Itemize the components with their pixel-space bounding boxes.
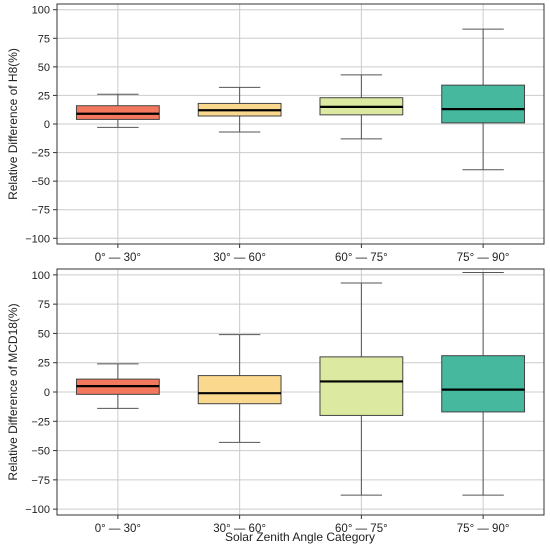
h8-box-1: [197, 86, 282, 133]
y-tick-label: 100: [32, 5, 50, 17]
mcd18-box-0: [75, 363, 160, 409]
mcd18-box-2: [319, 282, 404, 496]
h8-box-2: [319, 74, 404, 140]
h8-box-0: [75, 93, 160, 128]
x-tick-label: 75° — 90°: [457, 523, 510, 535]
y-tick-label: −75: [31, 205, 50, 217]
mcd18-box-1: [197, 334, 282, 443]
y-tick-label: −50: [31, 446, 50, 458]
x-tick-label: 0° — 30°: [95, 523, 141, 535]
mcd18-boxplot-panel: 100 75 50 25 0 −25 −50 −75 −100 0° — 30° 30° — 60°…: [6, 268, 545, 535]
y-axis-label: Relative Difference of MCD18(%): [6, 303, 20, 480]
x-tick-label: 75° — 90°: [457, 252, 510, 264]
y-tick-label: 50: [38, 328, 50, 340]
y-tick-label: 25: [38, 358, 50, 370]
iqr-box: [197, 375, 282, 405]
mcd18-box-3: [441, 272, 526, 496]
iqr-box: [319, 356, 404, 416]
x-tick-label: 30° — 60°: [213, 252, 266, 264]
x-tick-label: 0° — 30°: [95, 252, 141, 264]
x-axis-label: Solar Zenith Angle Category: [225, 530, 375, 544]
iqr-box: [75, 105, 160, 120]
y-axis-label: Relative Difference of H8(%): [6, 48, 20, 200]
y-tick-label: 25: [38, 90, 50, 102]
h8-box-3: [441, 28, 526, 171]
y-tick-label: 0: [44, 387, 50, 399]
x-tick-label: 30° — 60°: [213, 523, 266, 535]
y-tick-label: 75: [38, 33, 50, 45]
y-tick-label: −100: [25, 233, 50, 245]
y-tick-label: 100: [32, 270, 50, 282]
x-tick-label: 60° — 75°: [335, 523, 388, 535]
y-tick-label: 0: [44, 119, 50, 131]
y-tick-label: −50: [31, 176, 50, 188]
y-tick-label: −25: [31, 416, 50, 428]
y-tick-label: 75: [38, 299, 50, 311]
x-tick-label: 60° — 75°: [335, 252, 388, 264]
iqr-box: [441, 84, 526, 124]
y-tick-label: −25: [31, 148, 50, 160]
y-tick-label: −75: [31, 475, 50, 487]
iqr-box: [441, 355, 526, 413]
axes-frame: [56, 3, 545, 245]
axes-frame: [56, 268, 545, 516]
y-tick-label: −100: [25, 504, 50, 516]
h8-boxplot-panel: 100 75 50 25 0 −25 −50 −75 −100 0° — 30° 30° — 60°…: [6, 3, 545, 264]
y-tick-label: 50: [38, 62, 50, 74]
